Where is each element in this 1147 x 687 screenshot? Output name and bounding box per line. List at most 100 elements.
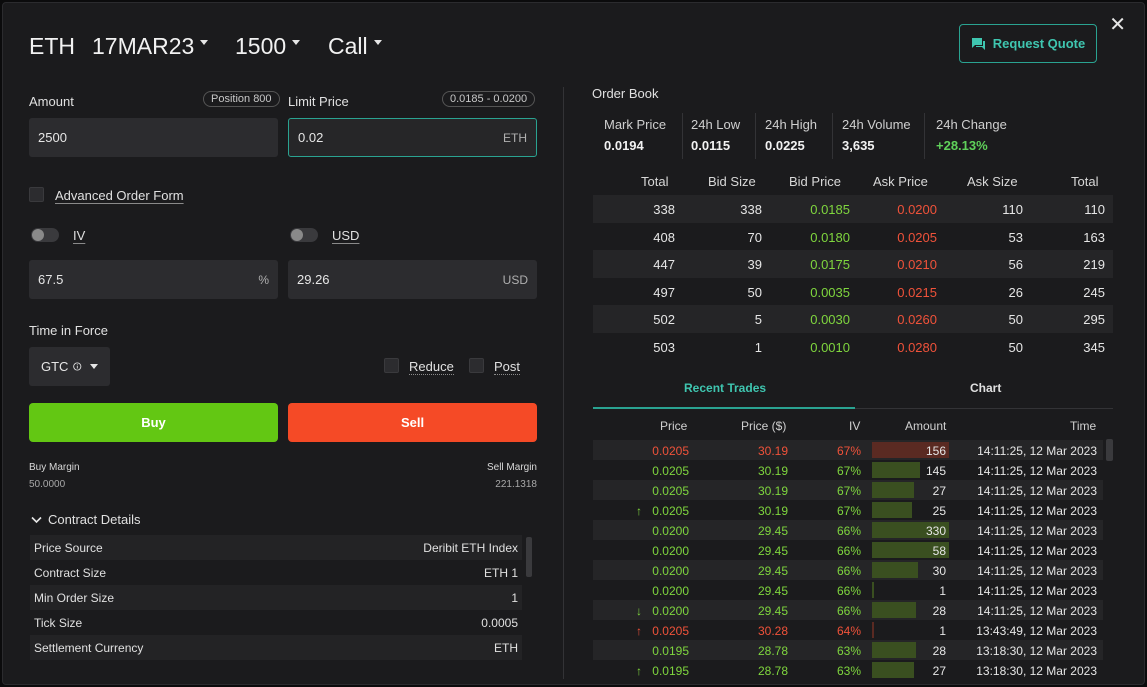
trade-amount-bar [872,482,915,498]
trade-time: 14:11:25, 12 Mar 2023 [977,584,1097,598]
contract-row: Settlement Currency ETH [30,635,522,660]
sell-margin-label: Sell Margin [486,462,537,473]
usd-input[interactable]: 29.26 USD [288,260,537,299]
ob-ask-price: 0.0200 [897,202,937,217]
post-label: Post [494,359,521,375]
option-type-dropdown[interactable]: Call [328,33,382,60]
ob-total-ask: 345 [1083,339,1105,355]
trade-amount: 27 [932,664,946,678]
chevron-down-icon [200,40,209,45]
contract-details-toggle[interactable]: Contract Details [31,512,140,527]
rt-header-time: Time [1070,419,1097,433]
trade-time: 14:11:25, 12 Mar 2023 [977,544,1097,558]
trade-row: 0.0205 30.19 67% 27 14:11:25, 12 Mar 2023 [593,480,1103,500]
post-checkbox[interactable] [469,358,484,373]
time-in-force-dropdown[interactable]: GTC [29,347,110,386]
close-icon[interactable]: ✕ [1109,14,1126,36]
trade-time: 14:11:25, 12 Mar 2023 [977,564,1097,578]
ob-ask-size: 50 [1008,312,1023,327]
trade-iv: 66% [836,524,861,538]
trade-price-usd: 28.78 [757,664,788,678]
ob-bid-size: 1 [754,339,762,355]
buy-margin-value: 50.0000 [29,479,66,490]
expiry-dropdown[interactable]: 17MAR23 [92,33,209,60]
ob-total-bid: 447 [653,257,675,272]
sell-button[interactable]: Sell [288,403,537,442]
order-book-row[interactable]: 497 50 0.0035 0.0215 26 245 [593,278,1113,306]
order-book-row[interactable]: 447 39 0.0175 0.0210 56 219 [593,250,1113,278]
panel-divider [563,87,564,679]
trade-price-usd: 30.28 [757,624,788,638]
limit-price-input[interactable]: 0.02 ETH [288,118,537,157]
arrow-up-icon: ↑ [636,664,642,678]
advanced-order-link[interactable]: Advanced Order Form [55,188,184,203]
iv-input[interactable]: 67.5% [29,260,278,299]
stat-divider [682,113,683,159]
usd-label: USD [332,228,360,243]
order-book-row[interactable]: 502 5 0.0030 0.0260 50 295 [593,305,1113,333]
tab-underline [855,408,1113,409]
tab-recent-trades[interactable]: Recent Trades [684,381,767,395]
contract-row: Tick Size 0.0005 [34,615,518,630]
trade-amount: 27 [932,484,946,498]
amount-label: Amount [29,94,74,109]
trade-price: 0.0205 [652,504,689,518]
ob-bid-price: 0.0010 [810,339,850,355]
trade-price: 0.0200 [652,544,689,558]
amount-input[interactable]: 2500 [29,118,278,157]
usd-toggle[interactable] [290,228,318,242]
chat-icon [971,37,985,50]
trade-amount-bar [872,442,949,458]
trade-price-usd: 30.19 [757,444,788,458]
trade-price-usd: 30.19 [757,504,788,518]
order-book-row[interactable]: 338 338 0.0185 0.0200 110 110 [593,195,1113,223]
chevron-down-icon [31,516,42,523]
trade-time: 14:11:25, 12 Mar 2023 [977,504,1097,518]
sell-margin-value: 221.1318 [495,479,537,490]
arrow-down-icon: ↓ [636,604,642,618]
ob-total-bid: 408 [653,229,675,245]
chevron-down-icon [373,40,382,45]
iv-toggle[interactable] [31,228,59,242]
trade-row: ↓ 0.0200 29.45 66% 28 14:11:25, 12 Mar 2023 [593,600,1103,620]
contract-scrollbar[interactable] [526,537,532,577]
asset-label: ETH [29,33,75,59]
rt-header-price-usd: Price ($) [741,419,787,433]
trade-price-usd: 29.45 [757,584,788,598]
ob-ask-size: 53 [1008,229,1023,245]
buy-button[interactable]: Buy [29,403,278,442]
ob-bid-price: 0.0180 [810,229,850,245]
trade-price: 0.0200 [652,584,689,598]
trade-amount: 30 [932,564,946,578]
trade-row: 0.0205 30.19 67% 156 14:11:25, 12 Mar 2023 [593,440,1103,460]
rt-header-amount: Amount [905,419,947,433]
ob-bid-price: 0.0030 [810,312,850,327]
trade-price: 0.0200 [652,524,689,538]
arrow-up-icon: ↑ [636,504,642,518]
tab-chart[interactable]: Chart [970,381,1002,395]
trade-amount: 1 [939,584,946,598]
trade-amount: 25 [932,504,946,518]
ob-bid-size: 70 [747,229,762,245]
trade-row: ↑ 0.0205 30.28 64% 1 13:43:49, 12 Mar 2023 [593,620,1103,640]
trade-amount-bar [872,662,915,678]
order-book-row[interactable]: 503 1 0.0010 0.0280 50 345 [593,333,1113,361]
advanced-order-checkbox[interactable] [29,187,44,202]
request-quote-button[interactable]: Request Quote [959,24,1097,63]
trade-price: 0.0200 [652,604,689,618]
stat-divider [755,113,756,159]
trade-amount: 156 [925,444,946,458]
ob-total-bid: 503 [653,339,675,355]
reduce-checkbox[interactable] [384,358,399,373]
trade-price-usd: 29.45 [757,564,788,578]
trades-scrollbar[interactable] [1106,439,1113,461]
info-icon[interactable] [73,360,82,373]
ob-total-ask: 163 [1083,229,1105,245]
order-book-row[interactable]: 408 70 0.0180 0.0205 53 163 [593,223,1113,251]
ob-total-ask: 295 [1083,312,1105,327]
ob-total-ask: 219 [1083,257,1105,272]
ob-bid-size: 50 [747,284,762,300]
strike-dropdown[interactable]: 1500 [235,33,301,60]
trade-iv: 67% [836,464,861,478]
ob-total-bid: 502 [653,312,675,327]
